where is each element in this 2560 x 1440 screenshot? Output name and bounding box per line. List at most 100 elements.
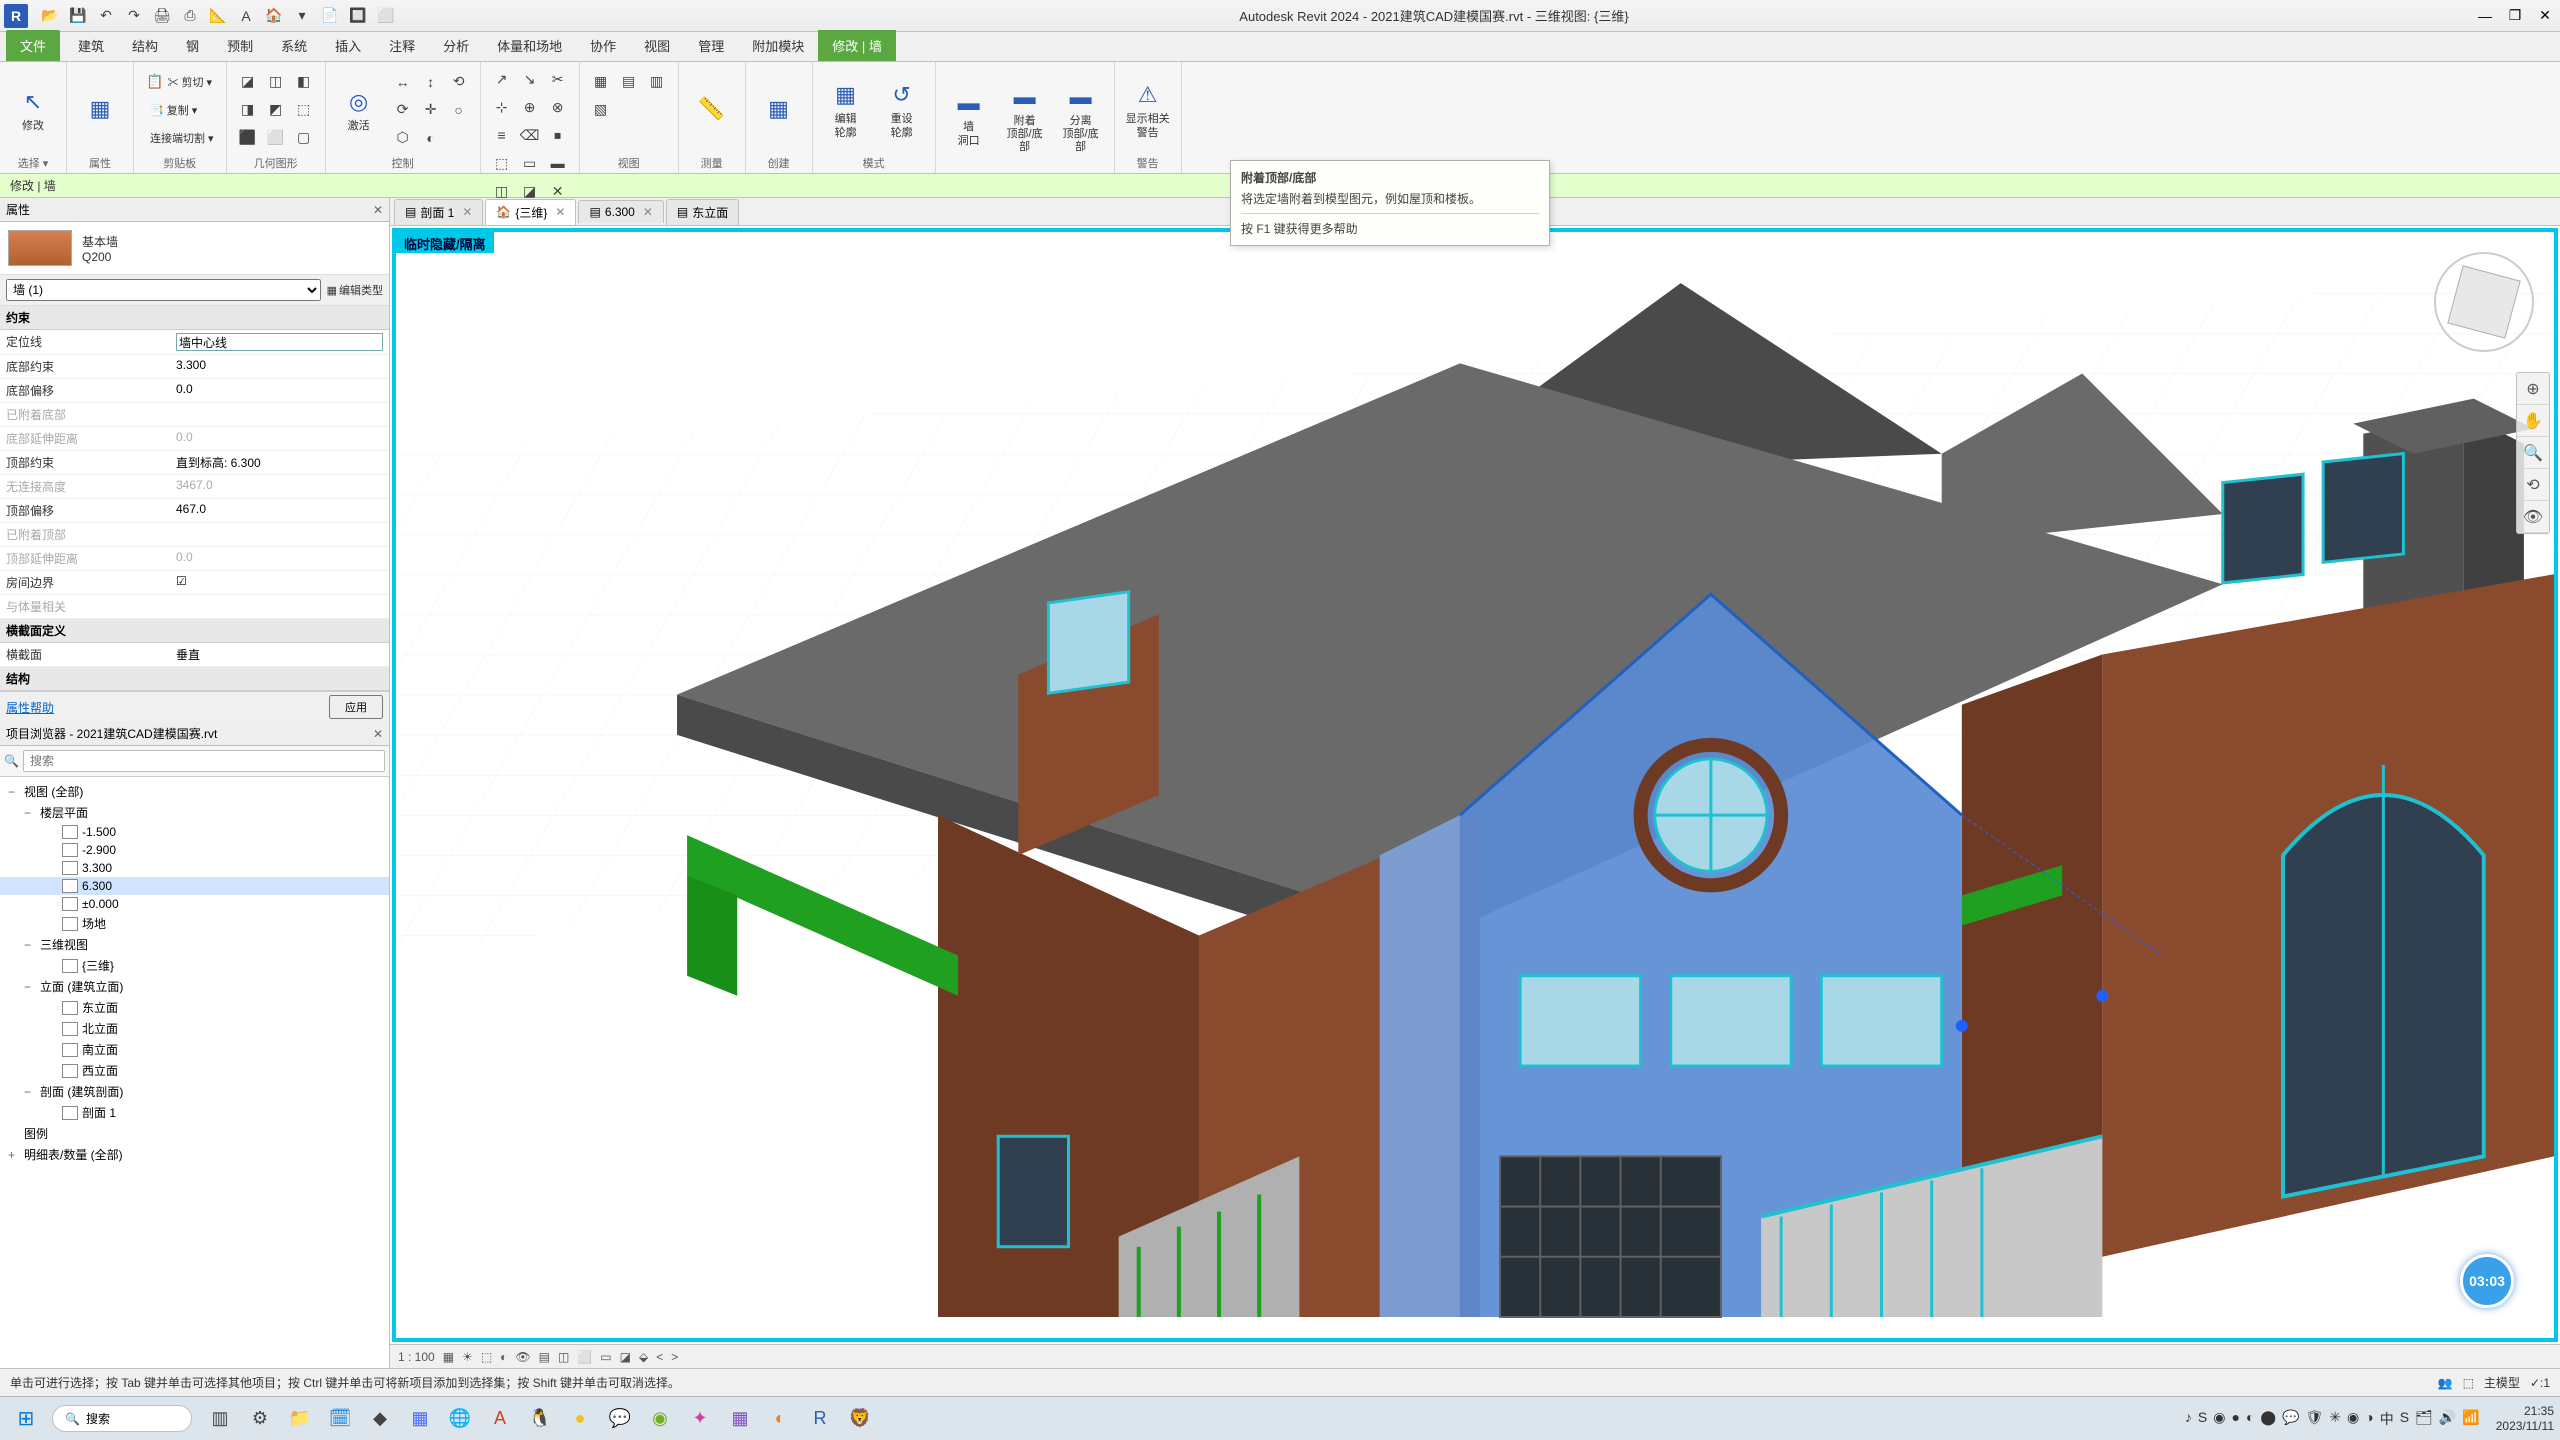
maximize-button[interactable]: ❐ xyxy=(2500,2,2530,30)
edit-type-button[interactable]: ▦ 编辑类型 xyxy=(327,282,383,298)
property-row[interactable]: 底部延伸距离0.0 xyxy=(0,427,389,451)
ribbon-small-button[interactable]: ◨ xyxy=(235,97,261,123)
tree-node[interactable]: 图例 xyxy=(0,1123,389,1144)
ribbon-small-button[interactable]: ↔ xyxy=(390,69,416,95)
tray-icon[interactable]: 📶 xyxy=(2462,1409,2479,1429)
ribbon-small-button[interactable]: ▧ xyxy=(588,97,614,123)
tab-file[interactable]: 文件 xyxy=(6,30,60,61)
filter-select[interactable]: 墙 (1) xyxy=(6,279,321,301)
ribbon-small-button[interactable]: ⬡ xyxy=(390,125,416,151)
tree-node[interactable]: 3.300 xyxy=(0,859,389,877)
view-tab[interactable]: ▤东立面 xyxy=(666,199,739,225)
ribbon-tab[interactable]: 管理 xyxy=(684,30,738,61)
taskbar-app[interactable]: 🦁 xyxy=(842,1401,878,1437)
ribbon-button[interactable]: ⚠显示相关警告 xyxy=(1123,77,1173,141)
property-row[interactable]: 顶部偏移467.0 xyxy=(0,499,389,523)
view-control-icon[interactable]: ◐ xyxy=(500,1350,507,1364)
ribbon-tab[interactable]: 协作 xyxy=(576,30,630,61)
ribbon-button[interactable]: ▦ xyxy=(754,91,804,129)
ribbon-small-button[interactable]: ▭ xyxy=(517,150,543,176)
property-row[interactable]: 横截面垂直 xyxy=(0,643,389,667)
property-row[interactable]: 无连接高度3467.0 xyxy=(0,475,389,499)
taskbar-app[interactable]: ▥ xyxy=(202,1401,238,1437)
tree-node[interactable]: 北立面 xyxy=(0,1018,389,1039)
ribbon-tab[interactable]: 视图 xyxy=(630,30,684,61)
qat-button[interactable]: ↶ xyxy=(94,4,118,28)
qat-button[interactable]: ▾ xyxy=(290,4,314,28)
taskbar-app[interactable]: ▦ xyxy=(722,1401,758,1437)
tray-icon[interactable]: ◐ xyxy=(2246,1409,2254,1429)
property-row[interactable]: 顶部延伸距离0.0 xyxy=(0,547,389,571)
ribbon-small-button[interactable]: ⟲ xyxy=(446,69,472,95)
tray-icon[interactable]: S xyxy=(2198,1409,2207,1429)
view-cube[interactable] xyxy=(2434,252,2534,352)
ribbon-tab[interactable]: 注释 xyxy=(375,30,429,61)
viewport[interactable]: 临时隐藏/隔离 ⊕ ✋ 🔍 ⟲ xyxy=(392,228,2558,1342)
qat-button[interactable]: ↷ xyxy=(122,4,146,28)
qat-button[interactable]: 📄 xyxy=(318,4,342,28)
ribbon-small-button[interactable]: ▬ xyxy=(545,150,571,176)
taskbar-app[interactable]: A xyxy=(482,1401,518,1437)
property-row[interactable]: 已附着顶部 xyxy=(0,523,389,547)
ribbon-tab[interactable]: 建筑 xyxy=(64,30,118,61)
ribbon-small-button[interactable]: ▥ xyxy=(644,69,670,95)
qat-button[interactable]: A xyxy=(234,4,258,28)
qat-button[interactable]: 🖨 xyxy=(150,4,174,28)
ribbon-tab[interactable]: 预制 xyxy=(213,30,267,61)
properties-close-icon[interactable]: ✕ xyxy=(373,203,383,217)
view-control-icon[interactable]: < xyxy=(656,1350,663,1364)
status-model[interactable]: 主模型 xyxy=(2484,1374,2520,1391)
ribbon-tab[interactable]: 钢 xyxy=(172,30,213,61)
nav-look-icon[interactable]: 👁 xyxy=(2517,501,2549,533)
ribbon-button[interactable]: ▬分离顶部/底部 xyxy=(1056,79,1106,157)
ribbon-tab[interactable]: 插入 xyxy=(321,30,375,61)
tree-node[interactable]: -2.900 xyxy=(0,841,389,859)
taskbar-app[interactable]: 📁 xyxy=(282,1401,318,1437)
ribbon-small-button[interactable]: ✛ xyxy=(418,97,444,123)
property-row[interactable]: 顶部约束直到标高: 6.300 xyxy=(0,451,389,475)
view-control-icon[interactable]: > xyxy=(671,1350,678,1364)
tree-node[interactable]: −剖面 (建筑剖面) xyxy=(0,1081,389,1102)
view-scale[interactable]: 1 : 100 xyxy=(398,1350,435,1364)
status-filter[interactable]: ✓:1 xyxy=(2530,1376,2550,1390)
ribbon-small-button[interactable]: ⬚ xyxy=(489,150,515,176)
ribbon-small-button[interactable]: ⊕ xyxy=(517,94,543,120)
property-row[interactable]: 定位线 xyxy=(0,330,389,355)
tray-icon[interactable]: ✳ xyxy=(2329,1409,2341,1429)
ribbon-small-button[interactable]: ▢ xyxy=(291,125,317,151)
ribbon-small-button[interactable]: ⊹ xyxy=(489,94,515,120)
ribbon-button[interactable]: ▦编辑轮廓 xyxy=(821,77,871,141)
tray-icon[interactable]: 🗂 xyxy=(2415,1409,2433,1429)
tray-icon[interactable]: 💬 xyxy=(2282,1409,2299,1429)
minimize-button[interactable]: — xyxy=(2470,2,2500,30)
tab-modify-wall[interactable]: 修改 | 墙 xyxy=(818,30,896,61)
browser-close-icon[interactable]: ✕ xyxy=(373,727,383,741)
apply-button[interactable]: 应用 xyxy=(329,695,383,719)
taskbar-search[interactable]: 🔍 搜索 xyxy=(52,1405,192,1432)
tray-icon[interactable]: 🛡 xyxy=(2306,1409,2324,1429)
qat-button[interactable]: ⬜ xyxy=(374,4,398,28)
view-control-icon[interactable]: 👁 xyxy=(515,1350,530,1364)
tray-icon[interactable]: ♪ xyxy=(2185,1409,2192,1429)
ribbon-small-button[interactable]: ◐ xyxy=(418,125,444,151)
tree-node[interactable]: −楼层平面 xyxy=(0,802,389,823)
view-control-icon[interactable]: ◫ xyxy=(558,1350,569,1364)
ribbon-button[interactable]: ▬附着顶部/底部 xyxy=(1000,79,1050,157)
tree-node[interactable]: −立面 (建筑立面) xyxy=(0,976,389,997)
tree-node[interactable]: 南立面 xyxy=(0,1039,389,1060)
ribbon-small-button[interactable]: ↕ xyxy=(418,69,444,95)
ribbon-button[interactable]: 📏 xyxy=(687,91,737,129)
taskbar-app[interactable]: ◆ xyxy=(362,1401,398,1437)
tray-icon[interactable]: ⬤ xyxy=(2260,1409,2276,1429)
ribbon-small-button[interactable]: ◩ xyxy=(263,97,289,123)
ribbon-small-button[interactable]: 连接端切割 ▾ xyxy=(142,125,218,151)
tray-icon[interactable]: S xyxy=(2400,1409,2409,1429)
view-control-icon[interactable]: ⬚ xyxy=(481,1350,492,1364)
taskbar-app[interactable]: ▦ xyxy=(402,1401,438,1437)
ribbon-tab[interactable]: 结构 xyxy=(118,30,172,61)
ribbon-button[interactable]: ▦ xyxy=(75,91,125,129)
search-input[interactable] xyxy=(23,750,385,772)
property-value-input[interactable] xyxy=(176,333,383,351)
property-row[interactable]: 与体量相关 xyxy=(0,595,389,619)
ribbon-small-button[interactable]: ⬜ xyxy=(263,125,289,151)
